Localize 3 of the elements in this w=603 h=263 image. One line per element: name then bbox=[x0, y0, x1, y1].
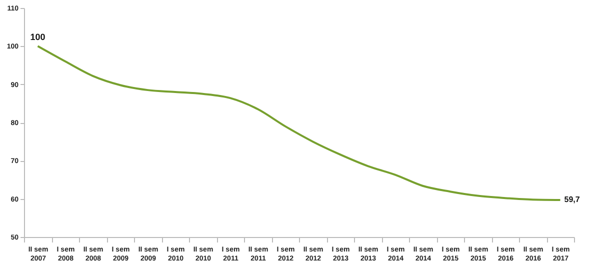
data-label: 100 bbox=[30, 32, 46, 42]
data-label: 59,7 bbox=[564, 194, 580, 204]
line-series bbox=[36, 45, 562, 201]
